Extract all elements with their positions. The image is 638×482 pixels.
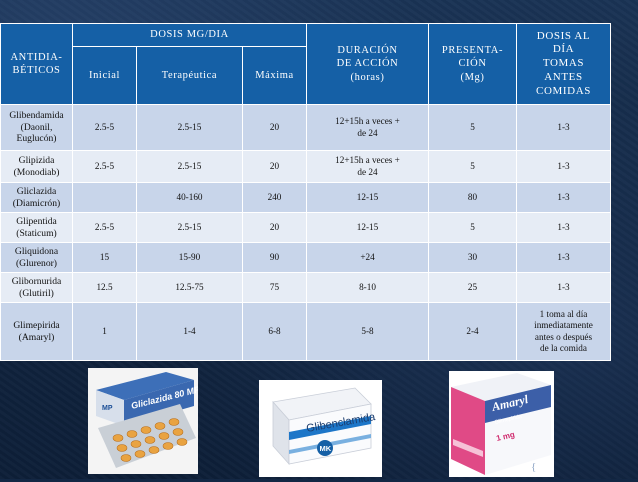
cell-presentacion: 30: [428, 242, 517, 273]
drug-name: Gliquidona (Glurenor): [0, 242, 73, 273]
cell-terapeutica: 15-90: [136, 242, 243, 273]
cell-inicial: 2.5-5: [72, 150, 137, 183]
cell-presentacion: 5: [428, 212, 517, 243]
drug-name: Glimepirida (Amaryl): [0, 302, 73, 361]
amaryl-dose: 1 mg: [495, 430, 515, 443]
gliclazida-box-illustration: Gliclazida 80 MP MP: [88, 368, 202, 474]
header-maxima: Máxima: [242, 46, 307, 105]
header-dosis-dia: DOSIS AL DÍA TOMAS ANTES COMIDAS: [516, 23, 611, 105]
cell-duracion: +24: [306, 242, 429, 273]
cell-terapeutica: 2.5-15: [136, 104, 243, 151]
cell-dosis: 1 toma al día inmediatamente antes o des…: [516, 302, 611, 361]
antidiabetic-dosage-table: ANTIDIA- BÉTICOS DOSIS MG/DIA DURACIÓN D…: [0, 23, 611, 361]
cell-dosis: 1-3: [516, 150, 611, 183]
drug-name: Gliclazida (Diamicrón): [0, 182, 73, 213]
cell-duracion: 12-15: [306, 212, 429, 243]
cell-terapeutica: 2.5-15: [136, 150, 243, 183]
mk-logo: MK: [320, 444, 332, 453]
cell-maxima: 240: [242, 182, 307, 213]
cell-inicial: 12.5: [72, 272, 137, 303]
table-row: Gliquidona (Glurenor) 15 15-90 90 +24 30…: [0, 242, 611, 273]
cell-maxima: 20: [242, 150, 307, 183]
cell-terapeutica: 12.5-75: [136, 272, 243, 303]
glibenclamida-box-image: Glibenclamida MK: [259, 380, 382, 477]
cell-dosis: 1-3: [516, 272, 611, 303]
header-dosis-group: DOSIS MG/DIA: [72, 23, 307, 47]
cell-duracion: 5-8: [306, 302, 429, 361]
cell-presentacion: 2-4: [428, 302, 517, 361]
decorative-brace: {: [531, 461, 537, 473]
cell-dosis: 1-3: [516, 104, 611, 151]
cell-duracion: 12+15h a veces + de 24: [306, 150, 429, 183]
gliclazida-box-image: Gliclazida 80 MP MP: [88, 368, 202, 474]
cell-terapeutica: 40-160: [136, 182, 243, 213]
drug-name: Glipizida (Monodiab): [0, 150, 73, 183]
cell-terapeutica: 2.5-15: [136, 212, 243, 243]
table-row: Glimepirida (Amaryl) 1 1-4 6-8 5-8 2-4 1…: [0, 302, 611, 361]
header-inicial: Inicial: [72, 46, 137, 105]
cell-inicial: 1: [72, 302, 137, 361]
table-row: Glipizida (Monodiab) 2.5-5 2.5-15 20 12+…: [0, 150, 611, 183]
glibenclamida-box-illustration: Glibenclamida MK: [259, 380, 382, 477]
table-row: Gliclazida (Diamicrón) 40-160 240 12-15 …: [0, 182, 611, 213]
cell-inicial: 2.5-5: [72, 212, 137, 243]
drug-name: Glibornurida (Glutiril): [0, 272, 73, 303]
cell-presentacion: 5: [428, 104, 517, 151]
cell-dosis: 1-3: [516, 212, 611, 243]
header-presentacion: PRESENTA- CIÓN (Mg): [428, 23, 517, 105]
cell-duracion: 8-10: [306, 272, 429, 303]
cell-maxima: 75: [242, 272, 307, 303]
cell-duracion: 12+15h a veces + de 24: [306, 104, 429, 151]
cell-maxima: 90: [242, 242, 307, 273]
cell-maxima: 20: [242, 212, 307, 243]
table-row: Glipentida (Staticum) 2.5-5 2.5-15 20 12…: [0, 212, 611, 243]
table-row: Glibornurida (Glutiril) 12.5 12.5-75 75 …: [0, 272, 611, 303]
cell-presentacion: 80: [428, 182, 517, 213]
cell-inicial: 2.5-5: [72, 104, 137, 151]
cell-inicial: 15: [72, 242, 137, 273]
gliclazida-brand: MP: [102, 405, 113, 412]
amaryl-box-image: Amaryl Glimepirida 1 mg: [449, 371, 554, 477]
drug-name: Glipentida (Staticum): [0, 212, 73, 243]
cell-presentacion: 25: [428, 272, 517, 303]
amaryl-box-illustration: Amaryl Glimepirida 1 mg: [449, 371, 554, 477]
cell-dosis: 1-3: [516, 242, 611, 273]
drug-name: Glibendamida (Daonil, Euglucón): [0, 104, 73, 151]
header-terapeutica: Terapéutica: [136, 46, 243, 105]
cell-inicial: [72, 182, 137, 213]
table-row: Glibendamida (Daonil, Euglucón) 2.5-5 2.…: [0, 104, 611, 151]
header-antidiabeticos: ANTIDIA- BÉTICOS: [0, 23, 73, 105]
cell-terapeutica: 1-4: [136, 302, 243, 361]
cell-maxima: 20: [242, 104, 307, 151]
cell-dosis: 1-3: [516, 182, 611, 213]
header-duracion: DURACIÓN DE ACCIÓN (horas): [306, 23, 429, 105]
cell-duracion: 12-15: [306, 182, 429, 213]
cell-presentacion: 5: [428, 150, 517, 183]
cell-maxima: 6-8: [242, 302, 307, 361]
